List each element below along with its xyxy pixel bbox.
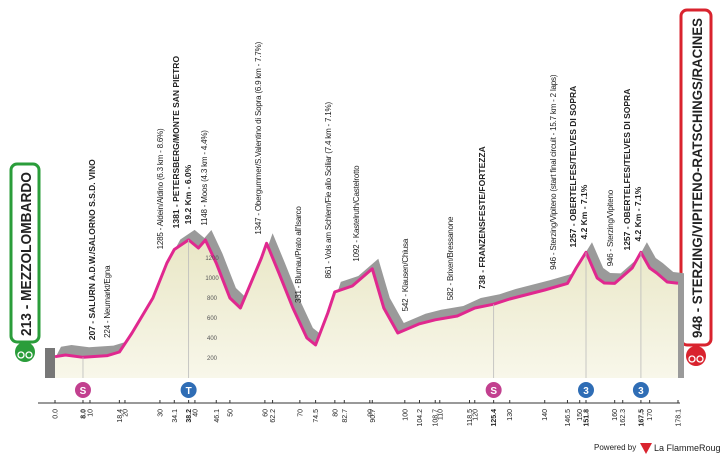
annotation: 1257 - OBERTELFES/TELVES DI SOPRA — [568, 86, 578, 248]
x-tick-label: 146.5 — [565, 409, 572, 427]
annotation: 207 - SALURN A.D.W./SALORNO S.S.D. VINO — [87, 159, 97, 340]
x-tick-label: 0.0 — [53, 409, 60, 419]
powered-by: Powered by — [594, 443, 636, 452]
x-tick-label: 90.7 — [370, 409, 377, 423]
x-tick-label: 108.7 — [433, 409, 440, 427]
x-tick-label: 160 — [612, 409, 619, 421]
annotation: 946 - Sterzing/Vipiteno (start final cir… — [549, 74, 558, 270]
finish-box: 948 - STERZING/VIPITENO-RATSCHINGS/RACIN… — [679, 8, 713, 366]
x-tick-label: 40 — [192, 409, 199, 417]
x-tick-label: 104.2 — [417, 409, 424, 427]
marker-symbol: 3 — [638, 386, 644, 397]
x-tick-label: 70 — [297, 409, 304, 417]
annotation: 1257 - OBERTELFES/TELVES DI SOPRA — [622, 89, 632, 251]
finish-frame — [679, 8, 713, 347]
x-tick-label: 170 — [647, 409, 654, 421]
annotation: 1285 - Aldein/Aldino (6.3 km - 8.6%) — [156, 128, 165, 249]
x-tick-label: 62.2 — [270, 409, 277, 423]
brand-name: La FlammeRouge — [654, 443, 720, 453]
x-tick-label: 34.1 — [172, 409, 179, 423]
start-icon-wheel — [25, 351, 33, 359]
annotation: 4.2 Km - 7.1% — [579, 184, 589, 239]
annotation: 1092 - Kastelruth/Castelrotto — [352, 165, 361, 262]
x-tick-label: 60 — [262, 409, 269, 417]
x-tick-label: 118.5 — [467, 409, 474, 426]
x-tick-label: 74.5 — [313, 409, 320, 423]
x-tick-label: 90 — [367, 409, 374, 417]
marker-icon — [632, 382, 649, 398]
x-tick-label: 10 — [87, 409, 94, 417]
annotation: 542 - Klausen/Chiusa — [401, 238, 410, 311]
marker-symbol: S — [80, 386, 87, 397]
annotation: 224 - Neumarkt/Egna — [103, 265, 112, 338]
x-tick-label: 167.5 — [638, 409, 645, 427]
marker-symbol: S — [490, 386, 497, 397]
y-tick-label: 400 — [207, 336, 218, 342]
start-icon-wheel — [17, 351, 25, 359]
x-tick-label: 162.3 — [620, 409, 627, 427]
brand-logo — [640, 443, 652, 454]
x-tick-label: 8.0 — [80, 409, 87, 419]
y-tick-label: 800 — [207, 296, 218, 302]
y-tick-label: 1200 — [205, 256, 219, 262]
marker-symbol: T — [186, 386, 192, 397]
annotation: 861 - Vols am Schlern/Fie allo Sciliar (… — [324, 102, 333, 279]
annotation: 331 - Blumau/Prato all'Isarco — [294, 206, 303, 303]
y-tick-label: 600 — [207, 316, 218, 322]
profile-line — [54, 238, 679, 359]
x-tick-label: 80 — [332, 409, 339, 417]
marker-icon — [578, 382, 595, 398]
profile-base — [45, 348, 55, 378]
annotation: 1148 - Moos (4.3 km - 4.4%) — [200, 130, 209, 226]
start-icon — [15, 342, 35, 362]
annotation: 946 - Sterzing/Vipiteno — [606, 189, 615, 266]
annotation: 19.2 Km - 6.0% — [183, 164, 193, 224]
marker-icon — [180, 382, 197, 398]
finish-icon-wheel — [688, 355, 696, 363]
x-tick-label: 140 — [542, 409, 549, 421]
x-tick-label: 110 — [437, 409, 444, 420]
profile-area — [55, 239, 678, 378]
x-tick-label: 120 — [472, 409, 479, 421]
marker-icon — [74, 382, 91, 398]
annotation: 1347 - Obergummer/S.Valentino di Sopra (… — [254, 41, 263, 234]
x-tick-label: 100 — [402, 409, 409, 421]
x-tick-label: 50 — [227, 409, 234, 417]
profile — [45, 229, 684, 378]
start-label: 213 - MEZZOLOMBARDO — [18, 172, 35, 336]
footer: Powered by La FlammeRouge — [594, 443, 720, 454]
x-tick-label: 125.4 — [491, 409, 498, 427]
finish-icon-wheel — [696, 355, 704, 363]
annotation: 582 - Brixen/Bressanone — [446, 216, 455, 300]
annotation: 738 - FRANZENSFESTE/FORTEZZA — [477, 146, 487, 289]
x-tick-label: 178.1 — [676, 409, 683, 427]
x-tick-label: 20 — [122, 409, 129, 417]
start-box: 213 - MEZZOLOMBARDO — [9, 162, 41, 362]
finish-icon — [686, 346, 706, 366]
x-tick-label: 130 — [507, 409, 514, 421]
x-tick-label: 151.8 — [584, 409, 591, 427]
x-tick-label: 18.4 — [117, 409, 124, 423]
marker-icon — [485, 382, 502, 398]
x-tick-label: 38.2 — [186, 409, 193, 423]
y-tick-label: 200 — [207, 356, 218, 362]
annotation: 1381 - PETERSBERG/MONTE SAN PIETRO — [171, 56, 181, 229]
y-tick-label: 1000 — [205, 276, 219, 282]
x-tick-label: 30 — [157, 409, 164, 417]
annotation: 4.2 Km - 7.1% — [633, 186, 643, 241]
x-tick-label: 46.1 — [214, 409, 221, 423]
finish-label: 948 - STERZING/VIPITENO-RATSCHINGS/RACIN… — [689, 18, 705, 338]
x-tick-label: 150 — [577, 409, 584, 421]
x-tick-label: 82.7 — [342, 409, 349, 423]
marker-symbol: 3 — [583, 386, 589, 397]
